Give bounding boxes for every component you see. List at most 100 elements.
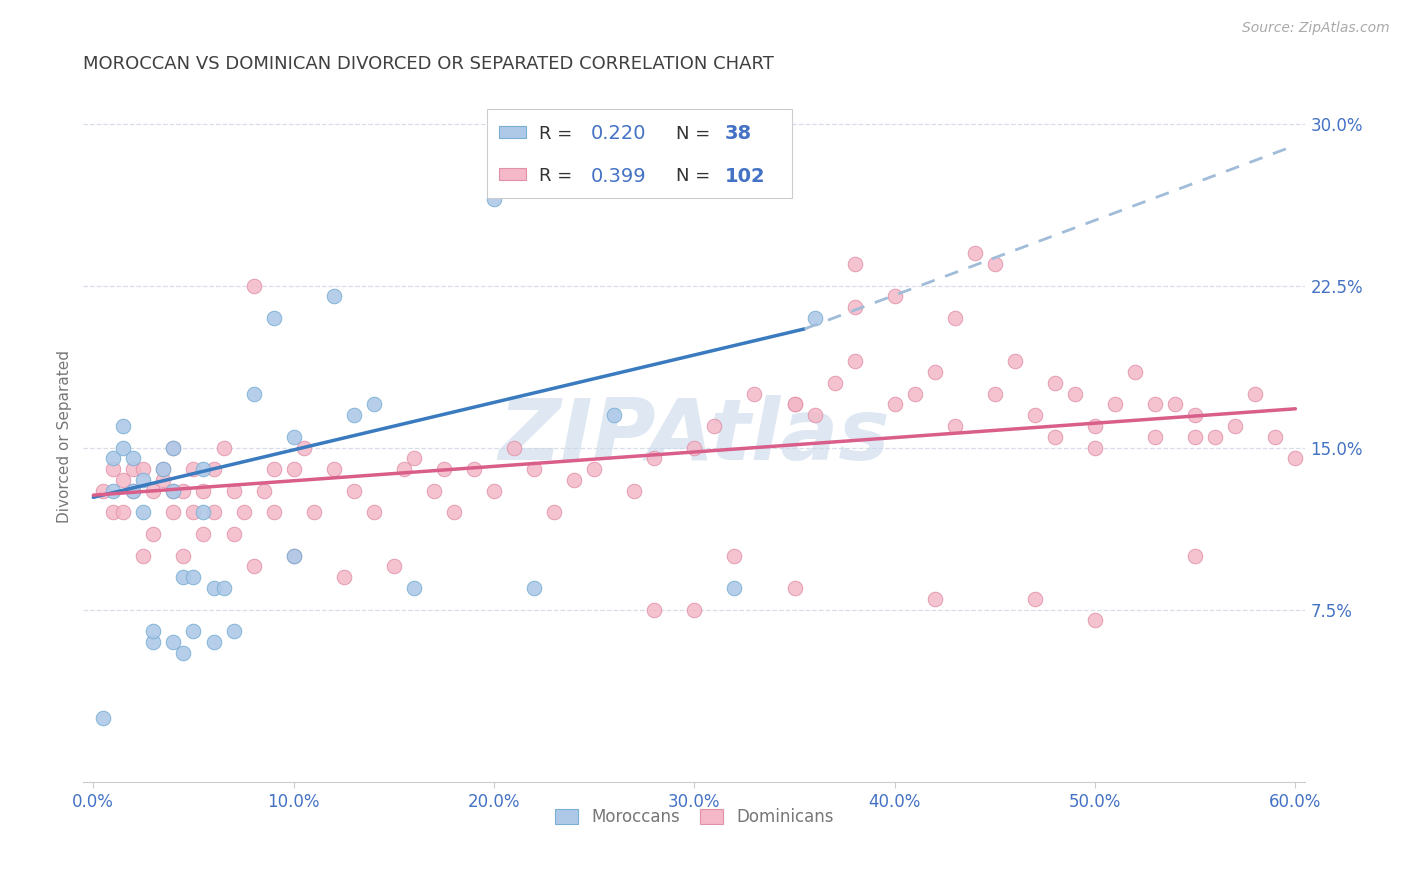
- Point: [1164, 397, 1187, 411]
- Point: [283, 549, 305, 563]
- Point: [103, 451, 125, 466]
- Point: [844, 257, 866, 271]
- Point: [283, 430, 305, 444]
- Point: [924, 365, 946, 379]
- Point: [202, 505, 225, 519]
- Point: [132, 462, 155, 476]
- Point: [112, 505, 135, 519]
- Point: [122, 483, 145, 498]
- Point: [292, 441, 315, 455]
- Point: [322, 462, 344, 476]
- Point: [1264, 430, 1286, 444]
- Point: [1144, 430, 1167, 444]
- Point: [183, 570, 205, 584]
- Point: [172, 570, 194, 584]
- Point: [202, 635, 225, 649]
- Point: [183, 624, 205, 639]
- Point: [193, 483, 215, 498]
- Legend: Moroccans, Dominicans: Moroccans, Dominicans: [548, 801, 841, 833]
- Point: [463, 462, 485, 476]
- Point: [172, 646, 194, 660]
- Point: [1184, 430, 1206, 444]
- Point: [222, 624, 245, 639]
- Point: [984, 386, 1007, 401]
- Point: [723, 581, 745, 595]
- Point: [562, 473, 585, 487]
- Point: [803, 311, 825, 326]
- Point: [222, 483, 245, 498]
- Point: [1225, 419, 1247, 434]
- Point: [103, 462, 125, 476]
- Point: [252, 483, 274, 498]
- Point: [343, 483, 366, 498]
- Point: [603, 409, 626, 423]
- Point: [142, 527, 165, 541]
- Point: [643, 602, 665, 616]
- Point: [343, 409, 366, 423]
- Point: [162, 441, 184, 455]
- Point: [503, 441, 526, 455]
- Point: [904, 386, 927, 401]
- Point: [1043, 430, 1066, 444]
- Point: [1043, 376, 1066, 390]
- Point: [803, 409, 825, 423]
- Point: [1204, 430, 1226, 444]
- Point: [783, 581, 806, 595]
- Point: [523, 462, 546, 476]
- Point: [1024, 591, 1046, 606]
- Point: [103, 505, 125, 519]
- Point: [523, 581, 546, 595]
- Point: [242, 386, 264, 401]
- Point: [202, 462, 225, 476]
- Point: [112, 419, 135, 434]
- Point: [943, 311, 966, 326]
- Point: [162, 483, 184, 498]
- Point: [122, 451, 145, 466]
- Point: [212, 581, 235, 595]
- Point: [783, 397, 806, 411]
- Point: [1284, 451, 1306, 466]
- Point: [643, 451, 665, 466]
- Point: [162, 483, 184, 498]
- Point: [543, 505, 565, 519]
- Point: [1084, 614, 1107, 628]
- Point: [1104, 397, 1126, 411]
- Text: ZIPAtlas: ZIPAtlas: [499, 395, 890, 478]
- Point: [623, 483, 645, 498]
- Point: [152, 462, 174, 476]
- Point: [193, 505, 215, 519]
- Point: [943, 419, 966, 434]
- Point: [423, 483, 446, 498]
- Point: [302, 505, 325, 519]
- Point: [783, 397, 806, 411]
- Point: [142, 624, 165, 639]
- Point: [122, 483, 145, 498]
- Point: [1184, 549, 1206, 563]
- Point: [402, 581, 425, 595]
- Point: [332, 570, 354, 584]
- Point: [242, 278, 264, 293]
- Point: [703, 419, 725, 434]
- Point: [1144, 397, 1167, 411]
- Y-axis label: Divorced or Separated: Divorced or Separated: [58, 351, 72, 524]
- Point: [183, 462, 205, 476]
- Point: [984, 257, 1007, 271]
- Point: [202, 581, 225, 595]
- Point: [152, 462, 174, 476]
- Point: [1123, 365, 1146, 379]
- Point: [91, 483, 114, 498]
- Point: [103, 483, 125, 498]
- Point: [744, 386, 766, 401]
- Point: [112, 441, 135, 455]
- Point: [924, 591, 946, 606]
- Point: [963, 246, 986, 260]
- Point: [844, 301, 866, 315]
- Point: [122, 462, 145, 476]
- Point: [1024, 409, 1046, 423]
- Text: Source: ZipAtlas.com: Source: ZipAtlas.com: [1241, 21, 1389, 35]
- Point: [1184, 409, 1206, 423]
- Point: [193, 462, 215, 476]
- Point: [824, 376, 846, 390]
- Point: [132, 549, 155, 563]
- Text: MOROCCAN VS DOMINICAN DIVORCED OR SEPARATED CORRELATION CHART: MOROCCAN VS DOMINICAN DIVORCED OR SEPARA…: [83, 55, 775, 73]
